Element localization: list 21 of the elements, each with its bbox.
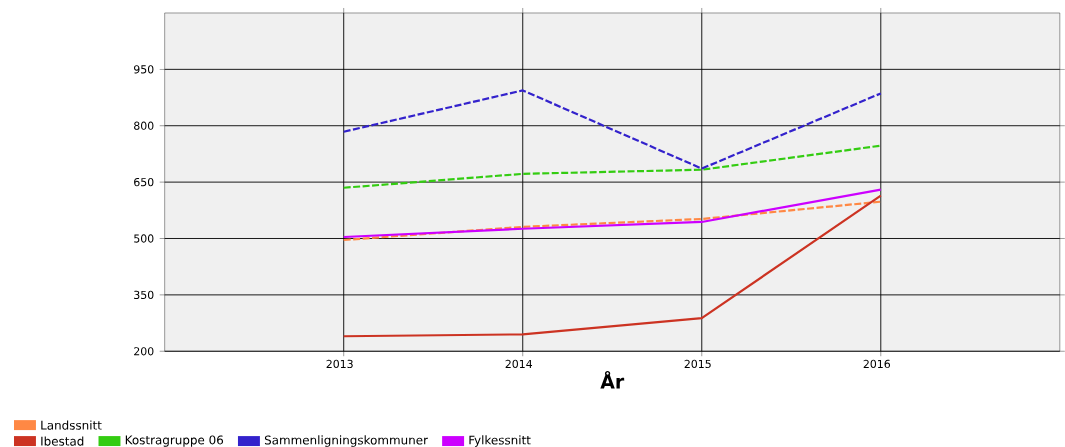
line-series <box>342 200 882 242</box>
legend-label: Kostragruppe 06 <box>125 435 224 447</box>
x-tick-label: 2016 <box>863 359 891 368</box>
y-tick-label: 650 <box>134 177 154 187</box>
y-tick-label: 950 <box>134 65 154 74</box>
y-tick-label: 500 <box>134 234 154 243</box>
x-axis-title: År <box>600 370 625 389</box>
line-series <box>342 144 882 189</box>
x-tick-label: 2015 <box>684 359 711 368</box>
x-tick-label: 2013 <box>326 359 353 368</box>
legend-label: Landssnitt <box>41 420 102 430</box>
x-tick-label: 2014 <box>505 359 533 368</box>
line-series <box>342 194 882 338</box>
y-tick-label: 350 <box>134 290 154 299</box>
line-series <box>342 89 882 170</box>
legend-label: Fylkessnitt <box>469 435 531 447</box>
legend-label: Ibestad <box>41 436 84 446</box>
y-tick-label: 800 <box>134 121 154 130</box>
line-series <box>342 188 882 239</box>
legend-label: Sammenligningskommuner <box>264 435 428 447</box>
y-tick-label: 200 <box>134 347 154 356</box>
